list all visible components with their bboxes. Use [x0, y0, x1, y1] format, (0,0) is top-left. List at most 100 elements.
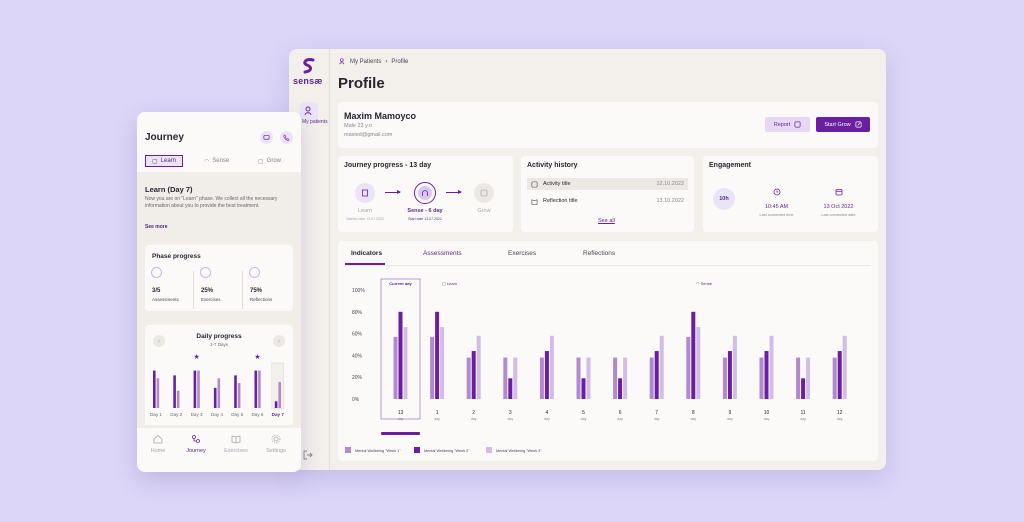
daily-progress-chart: Day 1 Day 2 ★ Day 3 Day 4 Day 5 ★ Day 6 Day 7: [150, 353, 285, 417]
sidebar-item-patients[interactable]: [300, 102, 318, 120]
bar: [842, 335, 847, 399]
x-tick-sublabel: day: [544, 417, 550, 421]
book-icon: [362, 189, 368, 197]
activity-date: 13.10.2022: [656, 198, 684, 204]
bar: [173, 375, 176, 408]
journey-step-grow[interactable]: [474, 183, 494, 203]
journey-icon: [192, 435, 200, 443]
chat-icon: [263, 134, 270, 140]
activity-row[interactable]: Activity title 12.10.2022: [527, 178, 688, 190]
activity-row[interactable]: Reflection title 13.10.2022: [527, 195, 688, 207]
phase-label-learn: ▢ Learn: [442, 281, 457, 286]
x-tick-sublabel: day: [398, 417, 404, 421]
x-tick-label: 9: [729, 410, 732, 416]
patient-email: maxied@gmail.com: [344, 132, 393, 138]
desktop-window: sensæ My patients My Patients › Profile …: [289, 49, 886, 470]
nav-journey[interactable]: Journey: [179, 434, 213, 454]
x-tick-sublabel: day: [471, 417, 477, 421]
phone-icon: [283, 134, 290, 141]
bar: [237, 383, 241, 408]
phone-screen: Journey ▢ Learn ◠ Sense ▢ Grow Learn (Day 7…: [137, 112, 301, 472]
engagement-stat: 10:45 AM Last connected time: [749, 183, 804, 217]
x-tick-label: 12: [837, 410, 843, 416]
x-tick-label: Day 1: [150, 412, 162, 417]
chat-button[interactable]: [260, 131, 273, 144]
tab-assessments[interactable]: Assessments: [423, 250, 462, 257]
y-tick-label: 80%: [352, 310, 363, 316]
x-tick-sublabel: day: [837, 417, 843, 421]
bar: [274, 401, 278, 408]
legend-label: Mental Wellbeing "Week 2": [424, 449, 470, 453]
bar: [503, 357, 508, 399]
start-grow-button[interactable]: Start Grow: [816, 117, 870, 132]
next-button[interactable]: ›: [273, 335, 285, 347]
bar: [806, 357, 811, 399]
engagement-value: 13 Oct 2022: [823, 204, 854, 210]
activity-label: Reflection title: [543, 198, 578, 204]
phone-tab-sense[interactable]: ◠ Sense: [204, 155, 229, 167]
y-tick-label: 100%: [352, 288, 365, 294]
x-tick-sublabel: day: [654, 417, 660, 421]
legend-swatch: [414, 447, 420, 453]
current-day-box: [380, 278, 421, 420]
current-day-highlight: [271, 362, 285, 410]
x-tick-sublabel: day: [617, 417, 623, 421]
phone-button[interactable]: [280, 131, 293, 144]
bar: [398, 311, 403, 399]
bar: [217, 378, 221, 408]
bar: [769, 335, 774, 399]
tab-label: Grow: [266, 158, 282, 164]
tab-reflections[interactable]: Reflections: [583, 250, 616, 257]
x-tick-label: Day 3: [191, 412, 203, 417]
see-all-link[interactable]: See all: [598, 218, 615, 224]
phase-stat-label: Reflections: [250, 297, 273, 302]
bar: [508, 378, 513, 399]
patient-age: Male 23 y.o: [344, 123, 373, 129]
bar: [586, 357, 591, 399]
bar: [759, 357, 764, 399]
daily-progress-title: Daily progress: [196, 333, 242, 340]
phase-stat-label: Assessments: [152, 297, 179, 302]
tab-indicators[interactable]: Indicators: [351, 250, 383, 257]
bar: [153, 370, 156, 408]
bar: [686, 336, 691, 399]
nav-home[interactable]: Home: [141, 434, 175, 454]
bar: [544, 351, 549, 399]
phase-stat-value: 75%: [250, 288, 263, 294]
bar: [539, 357, 544, 399]
x-tick-sublabel: day: [727, 417, 733, 421]
tab-exercises[interactable]: Exercises: [508, 250, 537, 257]
phone-tab-grow[interactable]: ▢ Grow: [258, 155, 281, 167]
breadcrumb-patients[interactable]: My Patients: [350, 58, 382, 65]
report-button[interactable]: Report: [765, 117, 810, 132]
phone-tab-learn[interactable]: ▢ Learn: [145, 155, 184, 167]
engagement-value: 10:45 AM: [764, 204, 789, 210]
nav-exercises[interactable]: Exercises: [219, 434, 253, 454]
see-more-link[interactable]: See more: [145, 224, 168, 230]
brand-logo-icon: [303, 58, 315, 74]
logout-icon[interactable]: [303, 450, 313, 460]
bar: [430, 336, 435, 399]
x-tick-label: Day 4: [211, 412, 223, 417]
start-grow-label: Start Grow: [824, 121, 851, 128]
page-title: Profile: [338, 75, 385, 92]
journey-step-sense[interactable]: [414, 182, 436, 204]
journey-card: Journey progress - 13 day Learn Started …: [338, 156, 513, 232]
y-tick-label: 20%: [352, 375, 363, 381]
x-tick-label: 7: [655, 410, 658, 416]
engagement-label: Last connected date: [821, 213, 856, 217]
breadcrumb: My Patients › Profile: [339, 58, 408, 65]
phase-stat: 3/5 Assessments: [145, 267, 193, 302]
nav-settings[interactable]: Settings: [259, 434, 293, 454]
legend-swatch: [486, 447, 492, 453]
engagement-card: Engagement 10h 10:45 AM Last connected t…: [703, 156, 878, 232]
gear-icon: [271, 434, 281, 444]
star-icon: ★: [254, 353, 260, 361]
phase-heading: Learn (Day 7): [145, 185, 193, 194]
journey-step-learn[interactable]: [355, 183, 375, 203]
assessments-icon: [151, 267, 162, 278]
prev-button[interactable]: ‹: [153, 335, 165, 347]
activity-title: Activity history: [527, 162, 578, 169]
bar: [659, 335, 664, 399]
daily-progress-card: ‹ Daily progress 1-7 Days › Day 1 Day 2 ★ D…: [145, 325, 293, 425]
